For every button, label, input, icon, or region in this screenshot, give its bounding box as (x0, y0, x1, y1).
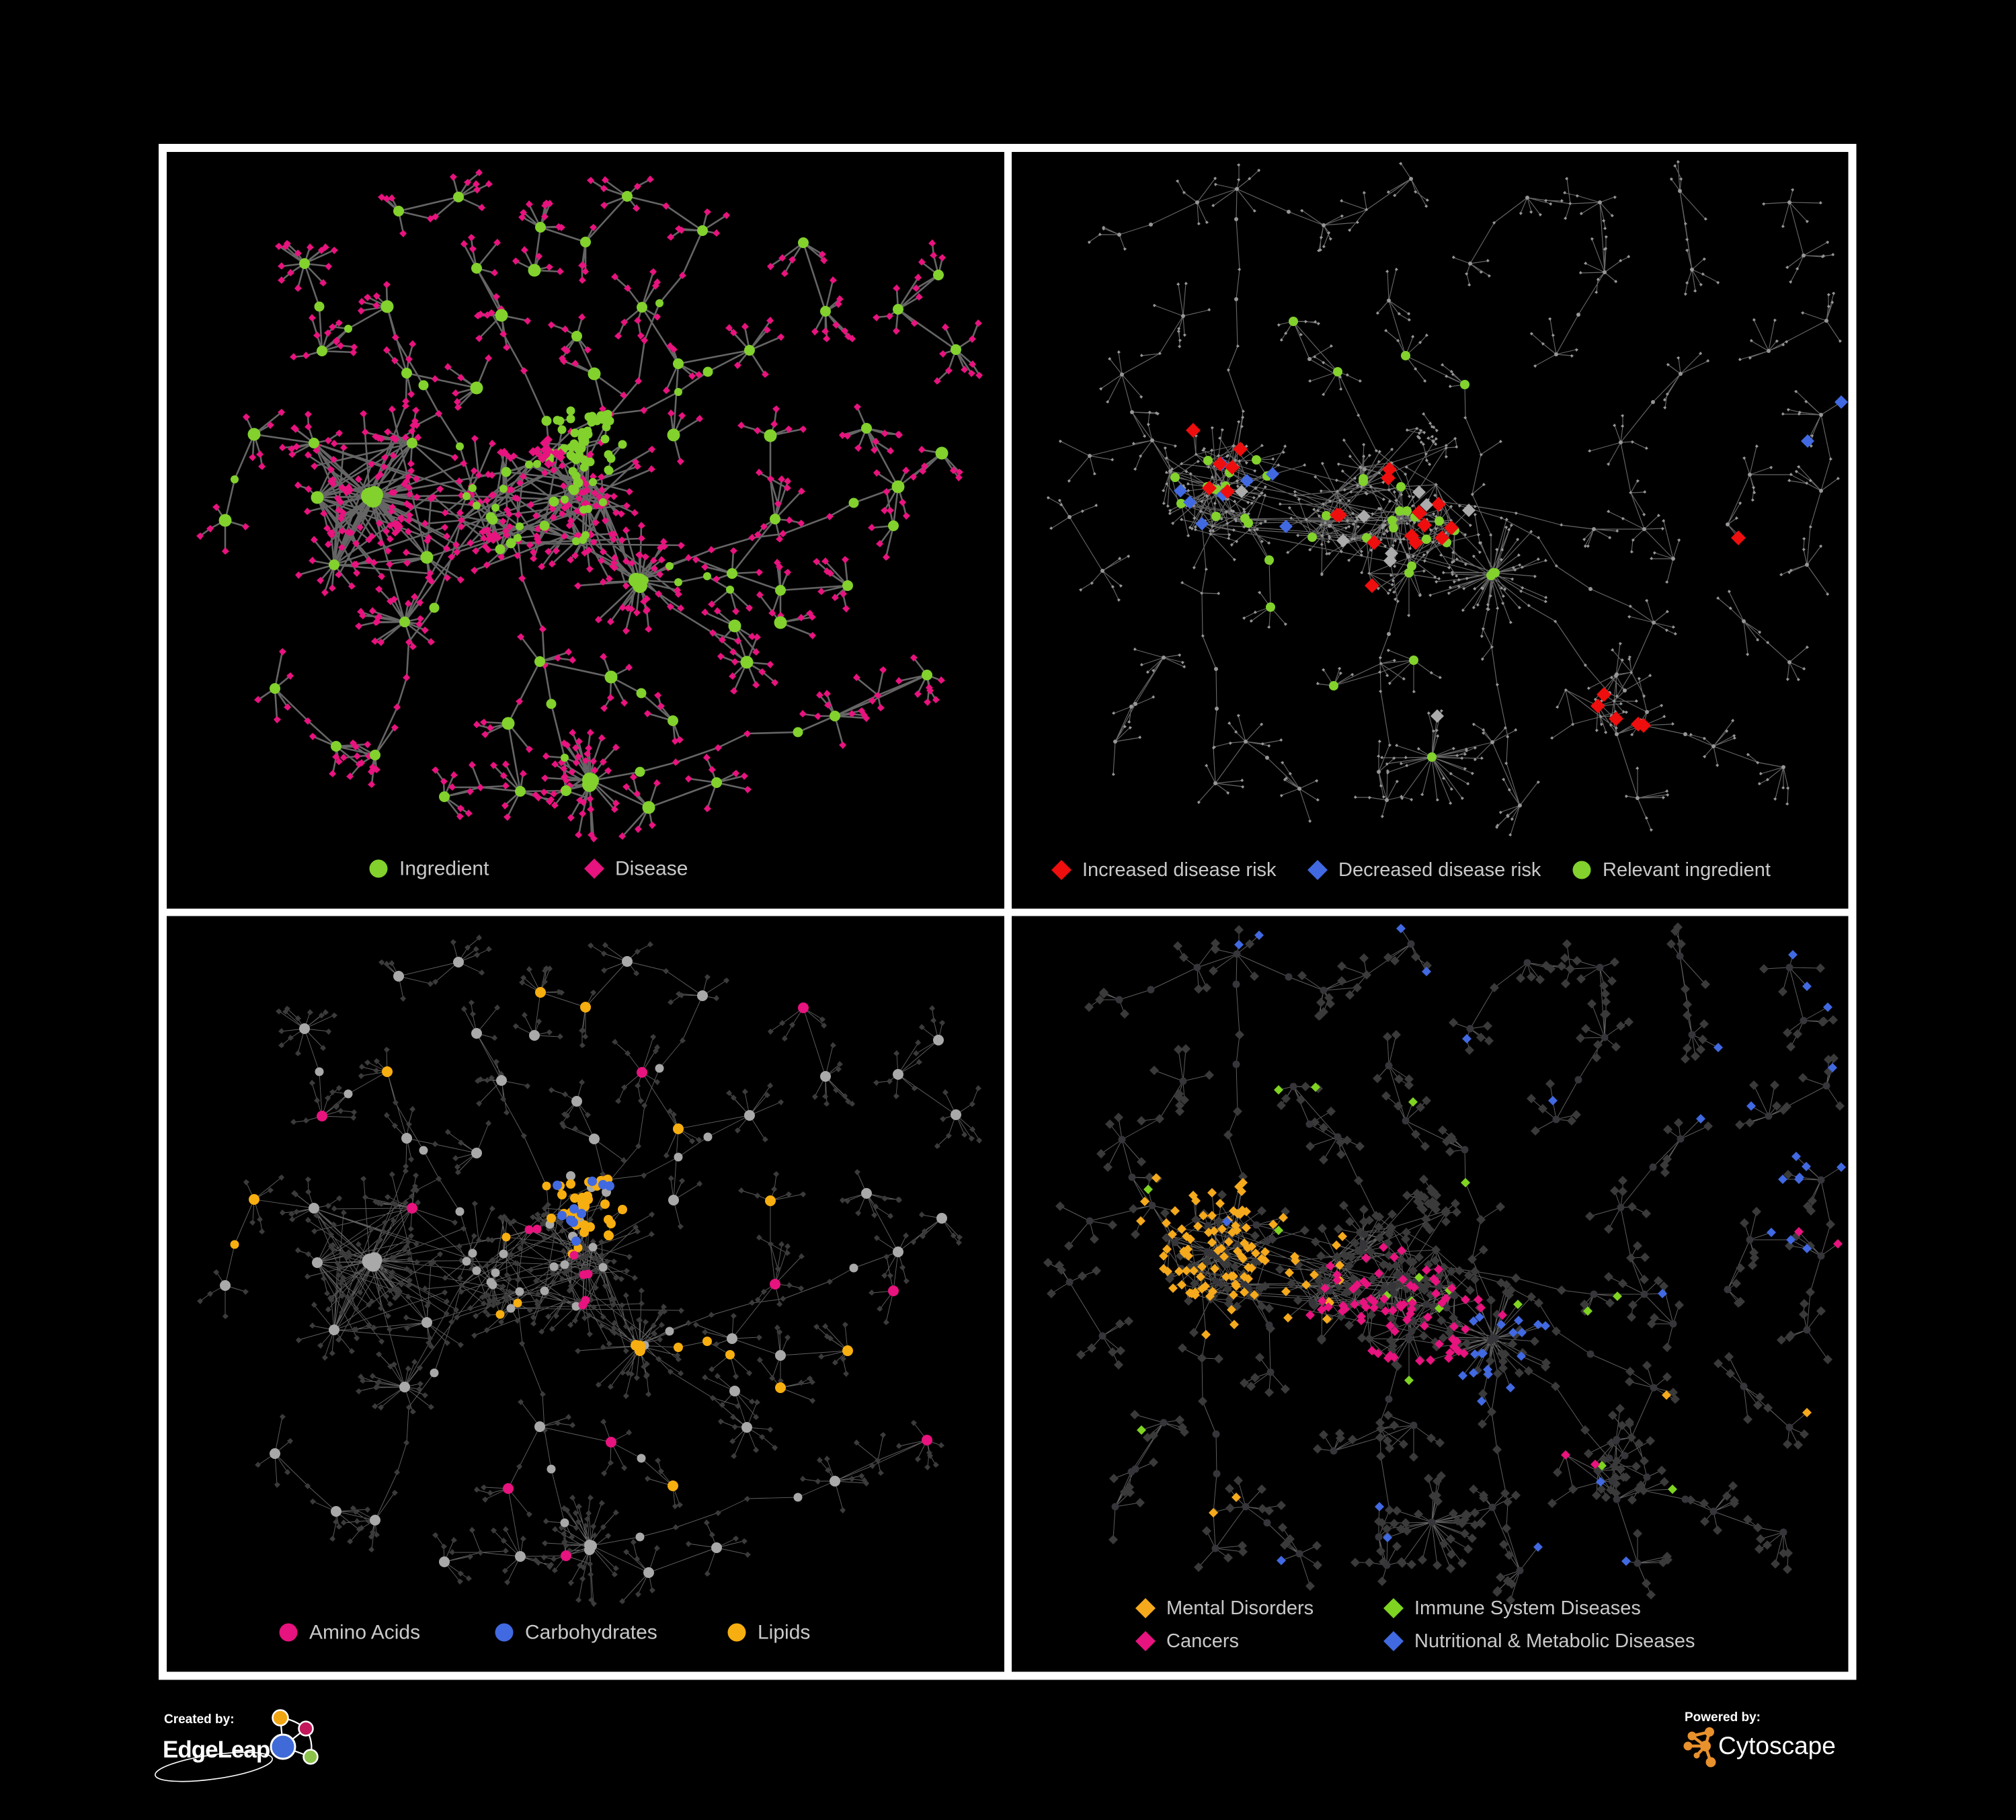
svg-text:Nutritional & Metabolic Diseas: Nutritional & Metabolic Diseases (1414, 1630, 1695, 1652)
svg-text:Created by:: Created by: (164, 1712, 235, 1727)
svg-text:Ingredient: Ingredient (399, 858, 489, 880)
svg-text:Relevant ingredient: Relevant ingredient (1603, 859, 1771, 881)
svg-text:Lipids: Lipids (758, 1622, 810, 1644)
svg-text:Carbohydrates: Carbohydrates (525, 1622, 657, 1644)
svg-text:Disease: Disease (615, 858, 688, 880)
svg-text:Cytoscape: Cytoscape (1718, 1732, 1836, 1759)
svg-text:EdgeLeap: EdgeLeap (163, 1737, 270, 1763)
svg-text:Increased disease risk: Increased disease risk (1082, 859, 1277, 881)
svg-text:Cancers: Cancers (1166, 1630, 1239, 1652)
svg-text:Immune System Diseases: Immune System Diseases (1414, 1597, 1641, 1619)
svg-text:Mental Disorders: Mental Disorders (1166, 1597, 1314, 1619)
svg-text:Decreased disease risk: Decreased disease risk (1338, 859, 1541, 881)
svg-text:Amino Acids: Amino Acids (309, 1622, 420, 1644)
svg-text:Powered by:: Powered by: (1685, 1710, 1761, 1725)
